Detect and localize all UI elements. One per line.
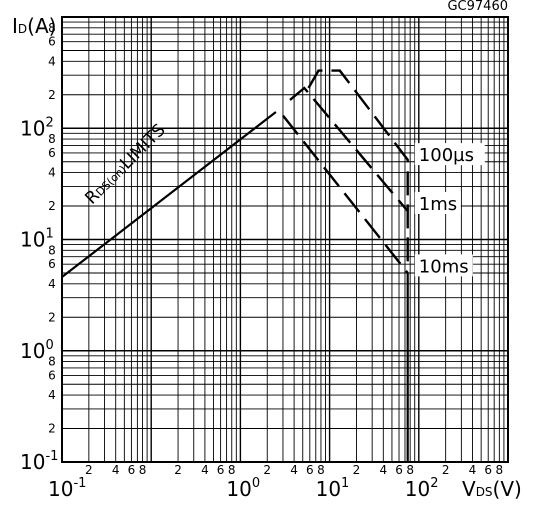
y-minor-tick-label: 8 — [48, 243, 56, 257]
y-minor-tick-label: 8 — [48, 21, 56, 35]
grid — [61, 17, 508, 463]
x-minor-tick-label: 2 — [353, 463, 361, 477]
x-minor-tick-label: 2 — [174, 463, 182, 477]
plot-frame — [61, 16, 509, 463]
y-minor-tick-label: 4 — [48, 388, 56, 402]
x-minor-tick-label: 2 — [263, 463, 271, 477]
annotation-backing — [414, 143, 485, 166]
x-minor-tick-label: 6 — [128, 463, 136, 477]
x-tick-base: 10 — [316, 477, 341, 501]
y-minor-tick-label: 2 — [48, 422, 56, 436]
x-tick-base: 10 — [226, 477, 251, 501]
y-minor-tick-label: 2 — [48, 310, 56, 324]
y-tick-exp: -1 — [45, 449, 58, 464]
x-decade-tick-label: 101 — [316, 476, 350, 501]
y-axis-label: ID(A) — [12, 14, 56, 38]
y-minor-tick-label: 2 — [48, 88, 56, 102]
x-tick-base: 10 — [405, 477, 430, 501]
x-tick-exp: 2 — [430, 476, 438, 491]
annotation-backing — [414, 254, 473, 277]
y-decade-tick-label: 102 — [20, 115, 54, 140]
rds-label-sub: DS(on) — [93, 163, 129, 199]
annotation-1ms: 1ms — [419, 194, 457, 215]
y-decade-tick-label: 10-1 — [20, 449, 58, 474]
series-layer — [61, 69, 409, 462]
x-axis-label-unit: (V) — [493, 477, 522, 501]
y-minor-tick-label: 6 — [48, 368, 56, 382]
x-axis-label-main: V — [462, 477, 476, 501]
x-tick-exp: 1 — [341, 476, 349, 491]
y-minor-tick-label: 6 — [48, 35, 56, 49]
x-minor-tick-label: 6 — [395, 463, 403, 477]
series-10ms — [282, 114, 409, 274]
y-minor-tick-label: 2 — [48, 199, 56, 213]
x-minor-tick-label: 4 — [290, 463, 298, 477]
y-axis-label-unit: (A) — [27, 14, 56, 38]
y-minor-tick-label: 4 — [48, 166, 56, 180]
y-minor-tick-label: 4 — [48, 277, 56, 291]
y-minor-tick-label: 4 — [48, 54, 56, 68]
x-decade-tick-label: 100 — [226, 476, 260, 501]
series-100-s — [307, 69, 409, 265]
x-minor-tick-label: 8 — [139, 463, 147, 477]
x-minor-tick-label: 8 — [317, 463, 325, 477]
x-minor-tick-label: 4 — [469, 463, 477, 477]
x-tick-exp: -1 — [73, 476, 86, 491]
x-axis-label-sub: DS — [476, 485, 493, 499]
x-minor-tick-label: 6 — [217, 463, 225, 477]
x-decade-tick-label: 102 — [405, 476, 439, 501]
y-minor-tick-label: 6 — [48, 146, 56, 160]
x-minor-tick-label: 2 — [442, 463, 450, 477]
annotation-100-s: 100µs — [419, 145, 474, 166]
annotation-10ms: 10ms — [419, 256, 469, 277]
x-tick-exp: 0 — [252, 476, 260, 491]
y-tick-exp: 2 — [45, 115, 53, 130]
x-minor-tick-label: 4 — [201, 463, 209, 477]
figure-code: GC97460 — [447, 0, 508, 14]
y-minor-tick-label: 6 — [48, 257, 56, 271]
series-r-on-limits — [61, 111, 277, 278]
y-minor-tick-label: 8 — [48, 355, 56, 369]
annotation-backing — [414, 192, 461, 215]
y-decade-tick-label: 101 — [20, 227, 54, 252]
y-decade-tick-label: 100 — [20, 338, 54, 363]
y-minor-tick-label: 8 — [48, 132, 56, 146]
y-tick-base: 10 — [20, 116, 45, 140]
x-minor-tick-label: 8 — [496, 463, 504, 477]
y-tick-base: 10 — [20, 339, 45, 363]
y-axis-label-sub: D — [18, 22, 27, 36]
y-tick-exp: 0 — [45, 338, 53, 353]
x-decade-tick-label: 10-1 — [48, 476, 86, 501]
x-minor-tick-label: 8 — [406, 463, 414, 477]
x-minor-tick-label: 4 — [379, 463, 387, 477]
annotations: 100µs 1ms 10ms — [414, 143, 485, 277]
x-minor-tick-label: 2 — [85, 463, 93, 477]
x-tick-base: 10 — [48, 477, 73, 501]
y-tick-base: 10 — [20, 450, 45, 474]
y-tick-exp: 1 — [45, 227, 53, 242]
x-minor-tick-label: 8 — [228, 463, 236, 477]
y-axis-label-main: I — [12, 14, 18, 38]
series-1ms — [289, 86, 409, 212]
x-axis-label: VDS(V) — [462, 477, 522, 501]
y-tick-base: 10 — [20, 228, 45, 252]
x-minor-tick-label: 6 — [484, 463, 492, 477]
x-minor-tick-label: 4 — [112, 463, 120, 477]
x-minor-tick-label: 6 — [306, 463, 314, 477]
